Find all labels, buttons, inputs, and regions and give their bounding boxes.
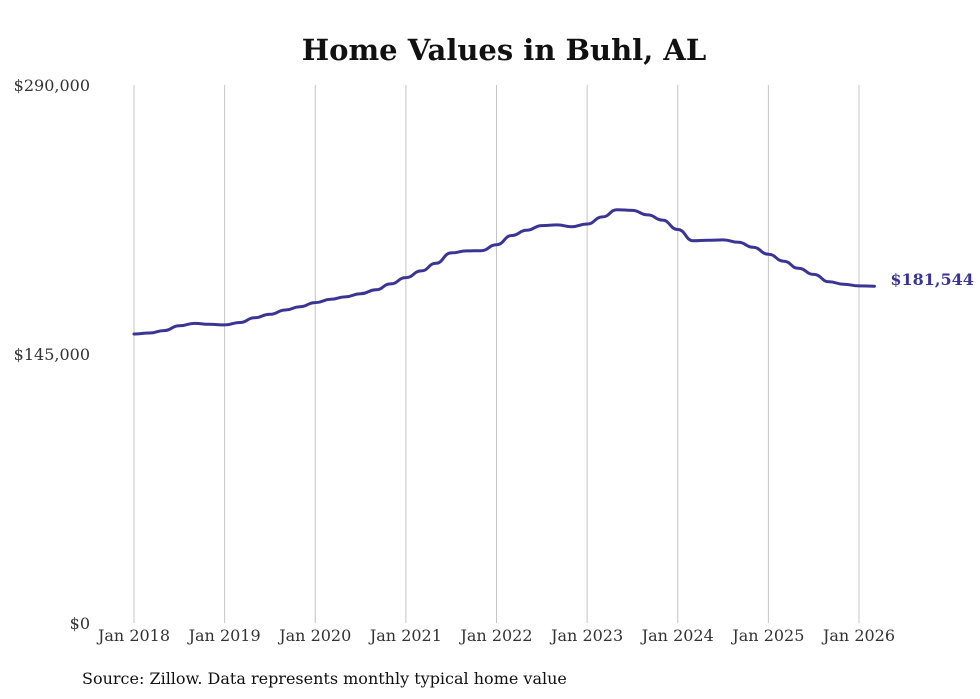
y-axis-tick-labels: $0 $145,000 $290,000 — [14, 76, 90, 633]
series-lines — [132, 208, 876, 336]
y-tick-label: $0 — [70, 614, 90, 633]
x-tick-label: Jan 2026 — [821, 626, 895, 645]
x-tick-label: Jan 2018 — [96, 626, 170, 645]
series-line — [132, 208, 876, 336]
y-tick-label: $145,000 — [14, 345, 90, 364]
x-tick-label: Jan 2020 — [277, 626, 351, 645]
x-tick-label: Jan 2019 — [187, 626, 261, 645]
x-tick-label: Jan 2025 — [730, 626, 804, 645]
chart-title: Home Values in Buhl, AL — [302, 33, 707, 67]
vertical-gridlines — [133, 85, 860, 623]
x-tick-label: Jan 2021 — [368, 626, 442, 645]
last-value-label: $181,544 — [890, 270, 974, 289]
x-tick-label: Jan 2024 — [640, 626, 714, 645]
x-tick-label: Jan 2023 — [549, 626, 623, 645]
x-tick-label: Jan 2022 — [458, 626, 532, 645]
y-tick-label: $290,000 — [14, 76, 90, 95]
source-note: Source: Zillow. Data represents monthly … — [82, 669, 567, 688]
x-axis-tick-labels: Jan 2018 Jan 2019 Jan 2020 Jan 2021 Jan 2022… — [96, 626, 895, 645]
